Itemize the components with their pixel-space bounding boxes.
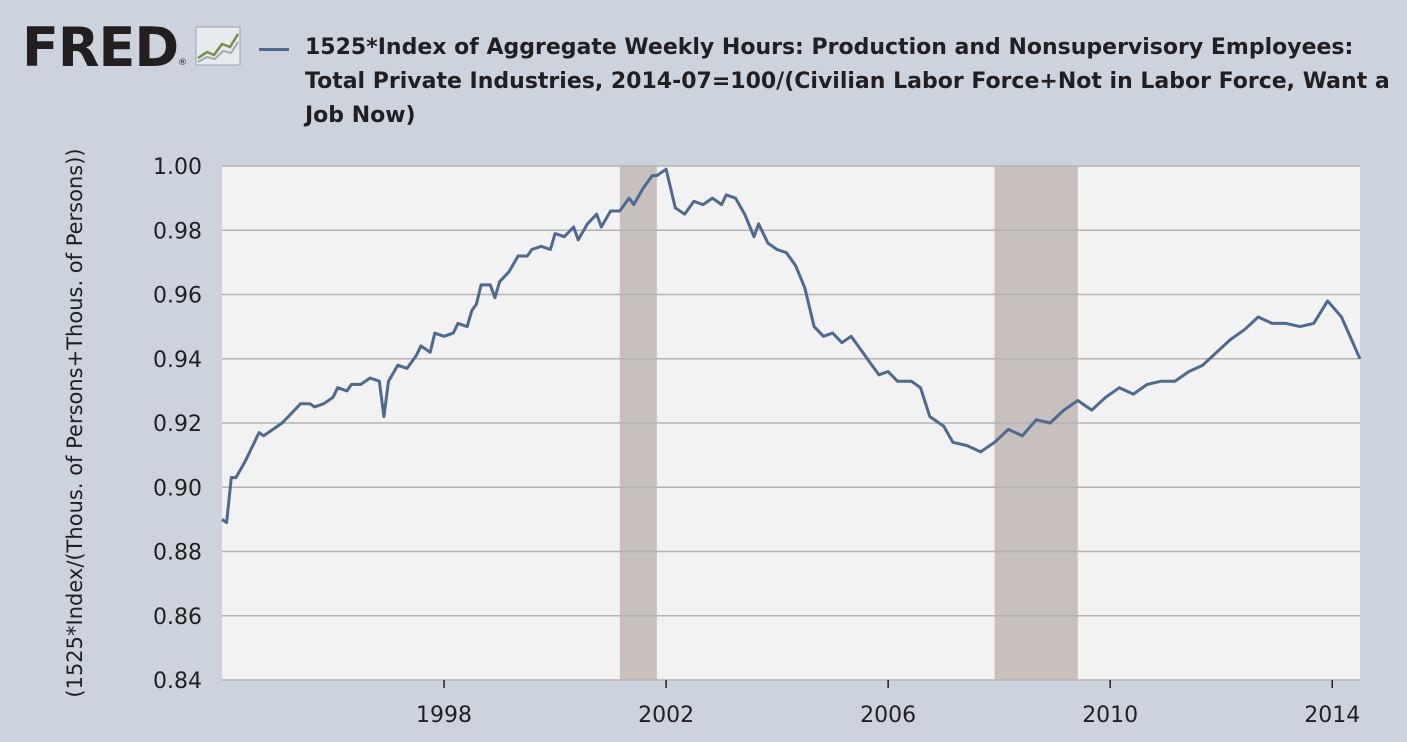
x-axis-ticks: 1998 2002 2006 2010 2014 [416, 680, 1360, 728]
y-axis-label: (1525*Index/(Thous. of Persons+Thous. of… [63, 148, 87, 697]
legend-label: 1525*Index of Aggregate Weekly Hours: Pr… [305, 35, 1390, 128]
fred-logo: FRED [22, 16, 179, 79]
y-tick-label: 0.96 [153, 284, 202, 309]
x-tick-label: 2002 [638, 703, 694, 728]
y-tick-label: 0.94 [153, 348, 202, 373]
y-tick-label: 0.92 [153, 412, 202, 437]
y-tick-label: 1.00 [153, 155, 202, 180]
x-tick-label: 1998 [416, 703, 472, 728]
y-axis-ticks: 0.84 0.86 0.88 0.90 0.92 0.94 0.96 0.98 1.00 [153, 155, 202, 694]
x-tick-label: 2014 [1304, 703, 1360, 728]
y-tick-label: 0.90 [153, 476, 202, 501]
x-tick-label: 2010 [1082, 703, 1138, 728]
y-tick-label: 0.86 [153, 605, 202, 630]
registered-mark: ® [178, 58, 187, 68]
y-tick-label: 0.84 [153, 669, 202, 694]
x-tick-label: 2006 [860, 703, 916, 728]
legend-swatch [259, 48, 289, 51]
chart-header: FRED ® 1525*Index of Aggregate Weekly Ho… [0, 0, 1407, 150]
y-tick-label: 0.88 [153, 541, 202, 566]
y-tick-label: 0.98 [153, 219, 202, 244]
series-line [221, 167, 1362, 525]
line-chart-icon [195, 26, 241, 66]
gridlines [222, 165, 1360, 681]
